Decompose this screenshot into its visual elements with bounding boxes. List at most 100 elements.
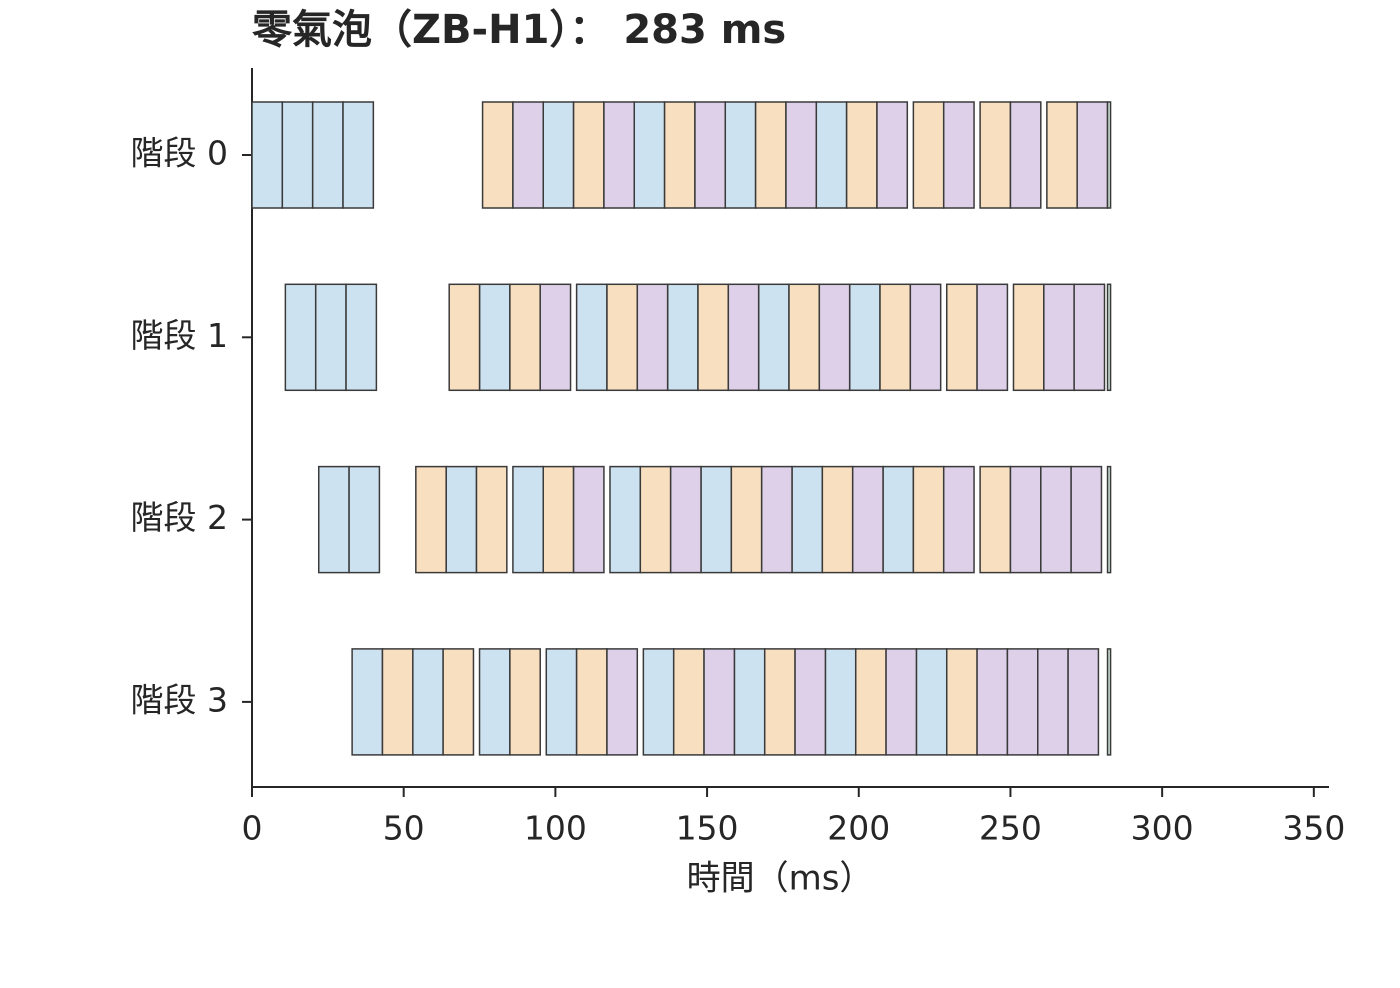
task-block (478, 283, 511, 392)
task-block (603, 101, 636, 209)
x-tick-label: 200 (827, 809, 890, 848)
task-block (642, 648, 675, 756)
task-block (381, 648, 414, 756)
task-block (915, 648, 948, 756)
task-block (791, 465, 824, 574)
task-block (694, 101, 727, 209)
task-block (794, 648, 827, 756)
task-block (815, 101, 848, 209)
task-block (317, 465, 350, 574)
task-block (763, 648, 796, 756)
task-block (481, 101, 514, 209)
y-tick-label: 階段 3 (131, 680, 229, 719)
task-block (311, 101, 344, 209)
task-block (1009, 465, 1042, 574)
task-block (1009, 101, 1042, 209)
task-block (1046, 101, 1078, 209)
task-block (912, 465, 945, 574)
task-block (639, 465, 672, 574)
task-block (945, 283, 978, 392)
task-block (1040, 465, 1072, 574)
task-block (412, 648, 444, 756)
task-block (1106, 101, 1112, 209)
x-tick-label: 100 (524, 809, 587, 848)
task-block (342, 101, 375, 209)
task-block (976, 648, 1009, 756)
task-block (754, 101, 787, 209)
task-block (1106, 283, 1112, 392)
task-block (757, 283, 790, 392)
task-block (475, 465, 508, 574)
task-block (669, 465, 702, 574)
task-block (818, 283, 851, 392)
task-block (509, 648, 541, 756)
task-block (730, 465, 763, 574)
task-block (851, 465, 884, 574)
task-block (281, 101, 314, 209)
task-block (1043, 283, 1075, 392)
task-block (415, 465, 447, 574)
task-block (1106, 465, 1112, 574)
task-block (609, 465, 642, 574)
task-block (788, 283, 821, 392)
task-block (909, 283, 942, 392)
task-block (1012, 283, 1045, 392)
x-tick-label: 150 (676, 809, 739, 848)
x-tick-label: 50 (383, 809, 425, 848)
task-block (1106, 648, 1112, 756)
task-block (348, 465, 381, 574)
task-block (1067, 648, 1100, 756)
task-block (912, 101, 945, 209)
x-tick-label: 350 (1282, 809, 1345, 848)
task-block (672, 648, 705, 756)
task-block (636, 283, 669, 392)
x-tick-label: 0 (242, 809, 263, 848)
task-block (882, 465, 915, 574)
task-block (821, 465, 854, 574)
x-tick-label: 300 (1131, 809, 1194, 848)
task-block (733, 648, 766, 756)
task-block (1070, 465, 1103, 574)
task-block (848, 283, 881, 392)
task-block (942, 465, 975, 574)
task-block (545, 648, 578, 756)
task-block (1076, 101, 1109, 209)
task-block (314, 283, 347, 392)
y-tick-label: 階段 0 (131, 134, 229, 173)
task-block (727, 283, 760, 392)
task-block (509, 283, 541, 392)
x-tick-label: 250 (979, 809, 1042, 848)
task-block (1073, 283, 1106, 392)
task-block (700, 465, 733, 574)
task-block (824, 648, 857, 756)
task-block (542, 101, 575, 209)
task-block (606, 283, 639, 392)
task-block (976, 283, 1009, 392)
task-block (1037, 648, 1069, 756)
task-block (760, 465, 793, 574)
task-block (1006, 648, 1039, 756)
task-block (572, 101, 605, 209)
task-block (442, 648, 475, 756)
task-block (345, 283, 378, 392)
task-block (633, 101, 666, 209)
task-block (876, 101, 909, 209)
task-block (575, 648, 608, 756)
task-block (663, 101, 696, 209)
task-block (945, 648, 978, 756)
task-block (445, 465, 478, 574)
task-block (351, 648, 384, 756)
task-block (845, 101, 878, 209)
task-block (724, 101, 757, 209)
task-block (942, 101, 975, 209)
task-block (478, 648, 511, 756)
task-block (979, 101, 1012, 209)
task-block (575, 283, 608, 392)
task-block (979, 465, 1012, 574)
task-block (666, 283, 699, 392)
y-tick-label: 階段 2 (131, 498, 229, 537)
chart-title: 零氣泡（ZB-H1）： 283 ms (252, 7, 786, 53)
task-block (251, 101, 284, 209)
task-block (539, 283, 572, 392)
task-block (542, 465, 575, 574)
